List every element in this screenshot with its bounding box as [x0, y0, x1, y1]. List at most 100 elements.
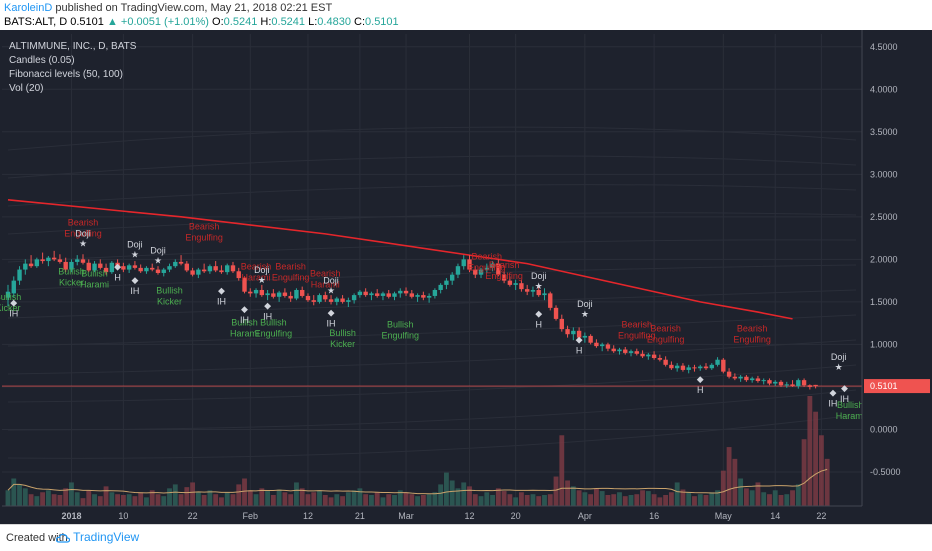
low-value: 0.4830 — [317, 16, 351, 28]
star-icon: ★ — [327, 285, 335, 295]
volume-bar — [28, 494, 34, 506]
volume-bar — [409, 494, 415, 506]
volume-bar — [784, 494, 790, 506]
volume-bar — [259, 488, 265, 506]
candle-body — [167, 266, 172, 270]
marker-label: H — [114, 273, 121, 283]
candle-body — [599, 344, 605, 347]
x-tick-label: 16 — [649, 511, 659, 521]
fib-arc — [7, 289, 857, 319]
volume-bar — [138, 492, 144, 506]
candle-body — [438, 284, 443, 290]
candle-body — [11, 280, 16, 294]
author-link[interactable]: KaroleinD — [4, 2, 53, 14]
candle-body — [421, 295, 426, 298]
volume-bar — [824, 458, 830, 506]
volume-bar — [622, 496, 628, 506]
candle-body — [524, 289, 530, 292]
candle-body — [121, 266, 126, 270]
last-price-text: 0.5101 — [70, 16, 104, 28]
candle-body — [703, 366, 709, 369]
volume-bar — [51, 494, 57, 506]
pattern-label: Bearish Engulfing — [64, 217, 102, 238]
candle-body — [507, 280, 513, 285]
candle-body — [300, 289, 305, 296]
last-price-badge — [864, 379, 930, 394]
candle-body — [634, 351, 639, 354]
volume-bar — [120, 495, 126, 506]
candle-body — [455, 266, 461, 275]
chart-background — [0, 30, 932, 524]
volume-bar — [790, 490, 795, 506]
candle-body — [305, 295, 311, 301]
volume-bar — [270, 495, 276, 506]
candle-body — [674, 365, 680, 369]
candle-body — [749, 378, 755, 381]
legend-fibonacci: Fibonacci levels (50, 100) — [9, 69, 123, 80]
volume-bar — [126, 494, 132, 506]
candle-body — [813, 384, 818, 387]
candle-body — [317, 295, 322, 302]
doji-label: Doji — [831, 352, 847, 362]
x-tick-label: May — [715, 511, 733, 521]
change-text: +0.0051 (+1.01%) — [120, 16, 209, 28]
doji-label: Doji — [577, 299, 593, 309]
candle-body — [161, 269, 166, 273]
diamond-icon: ◆ — [829, 387, 836, 397]
pattern-label: Bullish Harami — [80, 268, 109, 289]
volume-bar — [282, 492, 288, 506]
candle-body — [248, 291, 253, 294]
volume-bar — [478, 496, 484, 506]
candle-body — [426, 295, 432, 298]
publish-info: published on TradingView.com, May 21, 20… — [55, 2, 333, 14]
candle-body — [51, 257, 57, 260]
candle-body — [86, 262, 91, 271]
y-tick-label: 0.0000 — [870, 424, 898, 434]
tradingview-logo[interactable]: TradingView — [55, 530, 140, 544]
candle-body — [80, 259, 86, 263]
candle-body — [380, 293, 386, 296]
candle-body — [46, 257, 51, 262]
diamond-icon: ◆ — [114, 262, 121, 272]
volume-bar — [461, 482, 467, 506]
volume-bar — [86, 490, 92, 506]
candle-body — [582, 335, 588, 338]
pattern-label: Bearish Engulfing — [468, 251, 506, 272]
candle-body — [432, 289, 438, 296]
candle-body — [611, 348, 616, 352]
candle-body — [444, 280, 449, 285]
volume-bar — [726, 447, 732, 506]
candle-body — [796, 380, 801, 387]
candle-body — [548, 293, 553, 308]
brand-text: TradingView — [73, 530, 140, 544]
candle-body — [271, 293, 276, 297]
volume-bar — [253, 494, 259, 506]
diamond-icon: ◆ — [10, 297, 17, 307]
volume-bar — [276, 489, 282, 506]
doji-label: Doji — [323, 275, 339, 285]
volume-bar — [184, 487, 190, 506]
doji-label: Doji — [150, 246, 166, 256]
volume-bar — [432, 492, 438, 506]
candle-body — [311, 300, 316, 302]
volume-bar — [74, 492, 80, 506]
volume-bar — [570, 486, 576, 506]
volume-bar — [634, 494, 640, 506]
candle-body — [623, 349, 628, 353]
volume-bar — [334, 494, 340, 506]
pattern-label: Bearish Engulfing — [185, 222, 223, 243]
volume-bar — [651, 494, 657, 506]
diamond-icon: ◆ — [264, 301, 271, 311]
candle-body — [698, 366, 703, 369]
diamond-icon: ◆ — [218, 285, 225, 295]
volume-bar — [80, 498, 86, 506]
y-tick-label: 1.0000 — [870, 339, 898, 349]
candle-body — [755, 378, 761, 381]
candle-body — [225, 265, 230, 273]
volume-bar — [322, 495, 328, 506]
candle-body — [403, 290, 409, 294]
